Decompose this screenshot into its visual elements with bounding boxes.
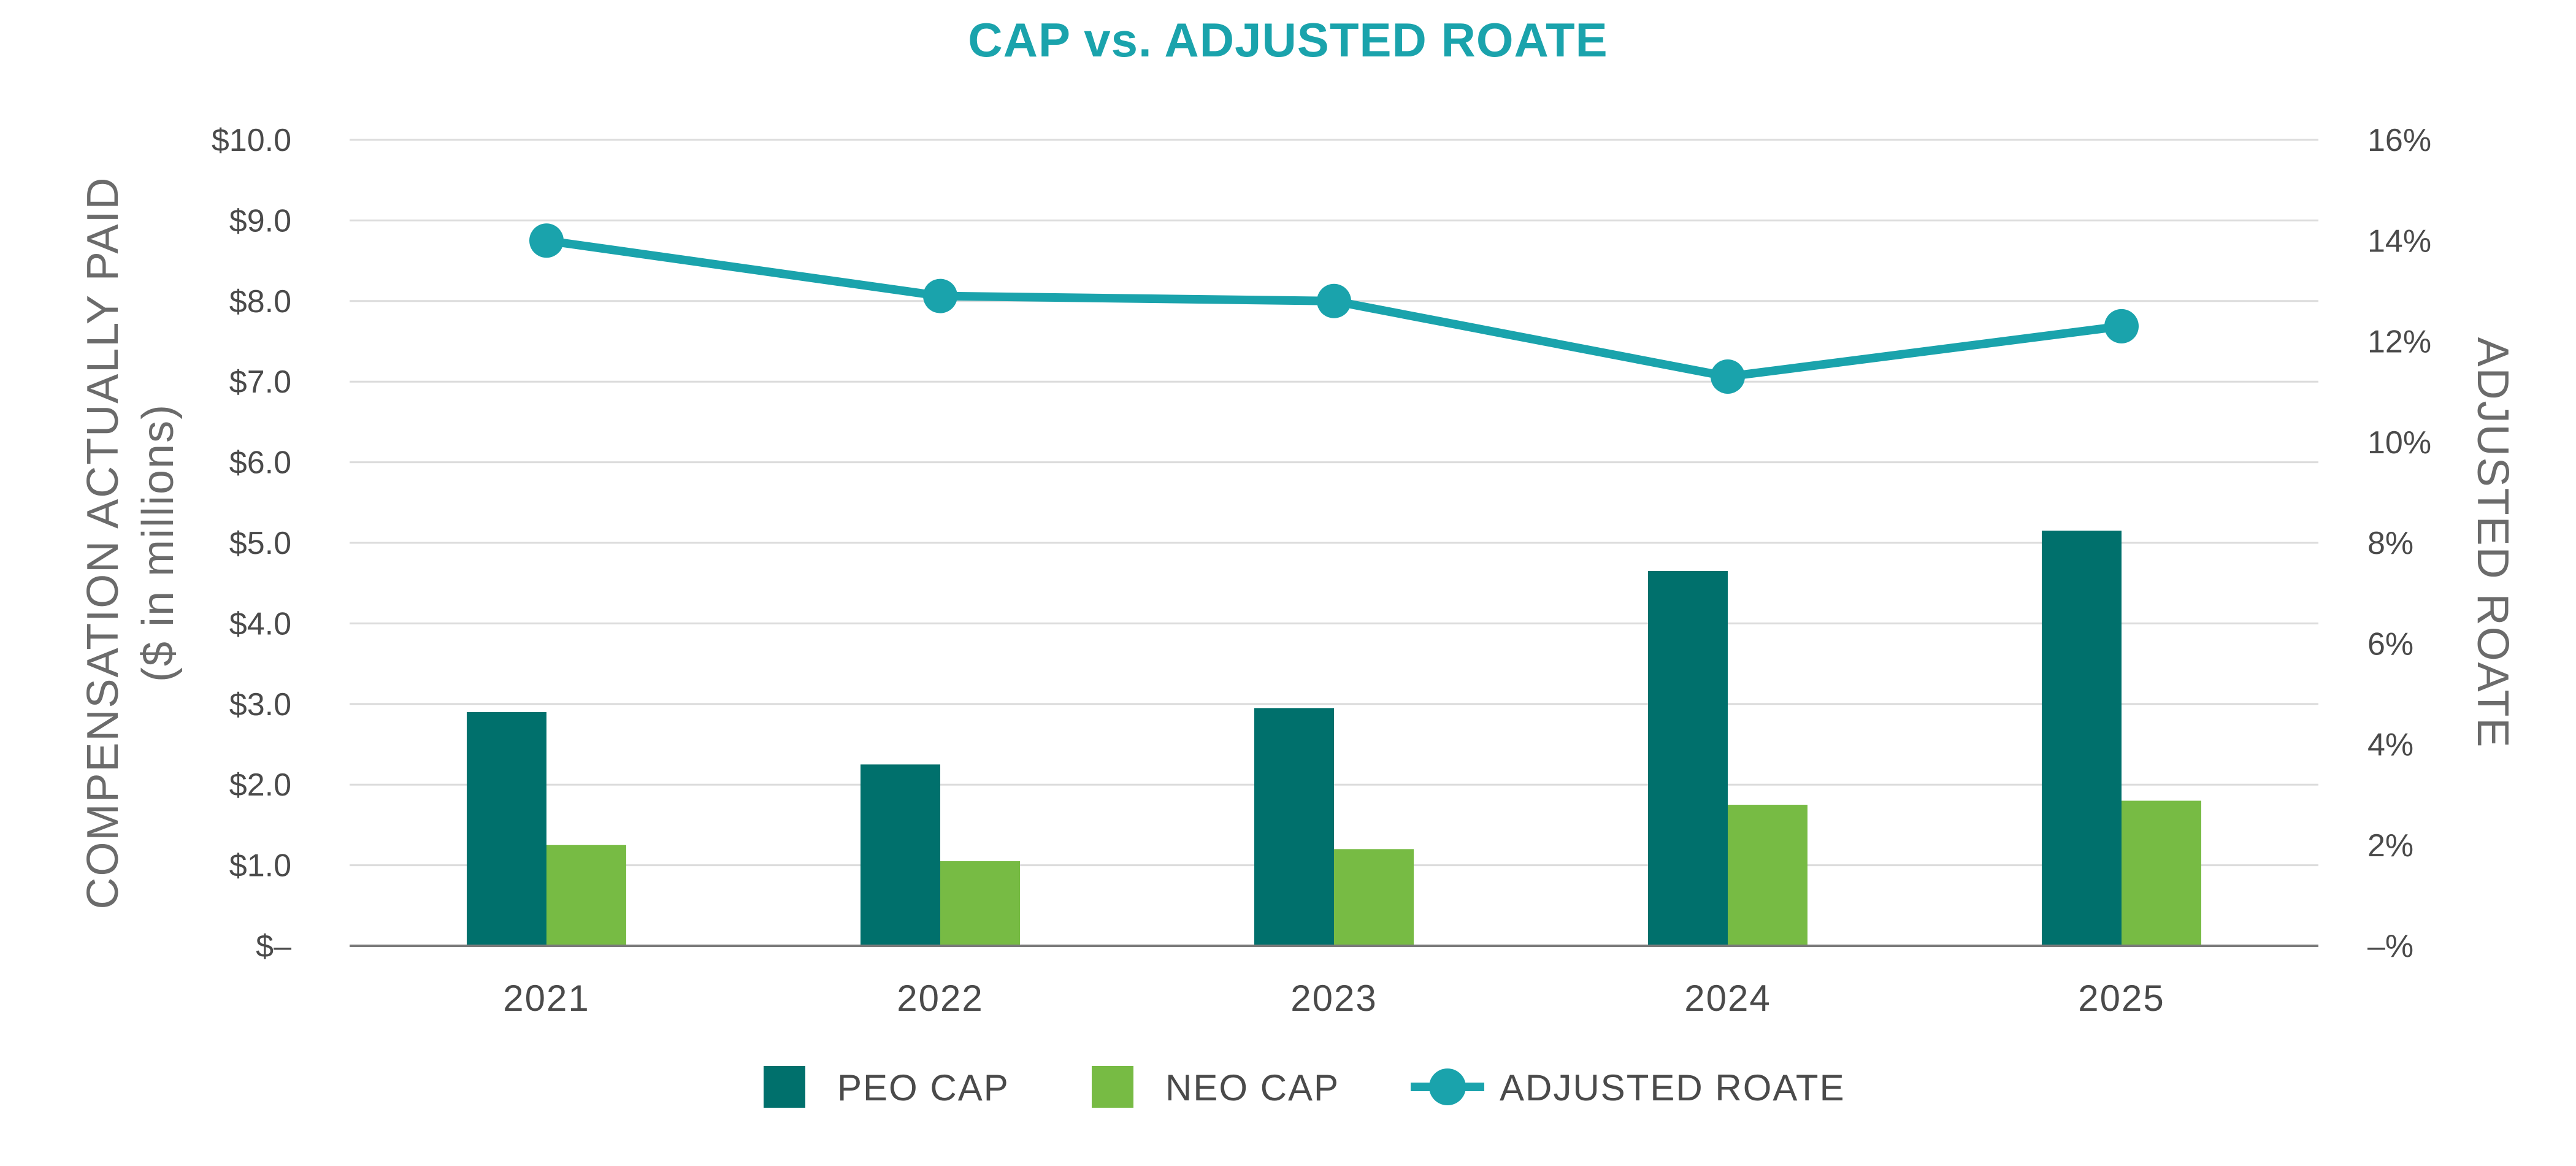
- y-left-tick-label: $9.0: [229, 203, 291, 239]
- legend-swatch: [764, 1066, 805, 1108]
- y-left-tick-label: $6.0: [229, 445, 291, 481]
- chart-title: CAP vs. ADJUSTED ROATE: [968, 13, 1608, 67]
- legend-label: NEO CAP: [1165, 1067, 1340, 1108]
- y-right-tick-label: 2%: [2367, 828, 2413, 864]
- y-left-tick-label: $3.0: [229, 687, 291, 723]
- legend-label: ADJUSTED ROATE: [1500, 1067, 1846, 1108]
- y-right-tick-label: 14%: [2367, 223, 2431, 259]
- y-left-tick-label: $8.0: [229, 284, 291, 320]
- bar-neo-cap: [1728, 805, 1807, 946]
- y-right-tick-label: 10%: [2367, 425, 2431, 461]
- y-right-tick-label: 12%: [2367, 324, 2431, 360]
- bar-neo-cap: [2122, 800, 2201, 946]
- y-right-tick-label: –%: [2367, 929, 2413, 964]
- bar-neo-cap: [546, 845, 626, 946]
- x-tick-label: 2023: [1290, 978, 1377, 1019]
- y-left-tick-label: $4.0: [229, 606, 291, 642]
- legend-label: PEO CAP: [837, 1067, 1010, 1108]
- line-point: [923, 278, 957, 313]
- line-point: [1711, 359, 1745, 394]
- legend-marker: [1429, 1068, 1466, 1105]
- y-left-tick-label: $–: [256, 929, 291, 964]
- x-tick-label: 2021: [503, 978, 589, 1019]
- y-left-tick-label: $2.0: [229, 767, 291, 803]
- bar-neo-cap: [940, 861, 1020, 946]
- bar-peo-cap: [1254, 708, 1334, 946]
- y-right-tick-label: 6%: [2367, 626, 2413, 662]
- y-left-tick-label: $7.0: [229, 364, 291, 400]
- line-point: [2104, 309, 2139, 343]
- bar-peo-cap: [1648, 570, 1728, 946]
- bar-peo-cap: [2042, 531, 2122, 946]
- x-tick-label: 2025: [2078, 978, 2164, 1019]
- y-left-axis-subtitle: ($ in millions): [134, 404, 183, 682]
- line-point: [1317, 283, 1351, 318]
- y-right-tick-label: 4%: [2367, 727, 2413, 763]
- bar-peo-cap: [861, 764, 940, 946]
- bar-neo-cap: [1334, 849, 1414, 946]
- y-left-axis-title: COMPENSATION ACTUALLY PAID: [79, 177, 128, 910]
- legend-swatch: [1092, 1066, 1133, 1108]
- y-right-tick-label: 8%: [2367, 526, 2413, 561]
- y-left-tick-label: $5.0: [229, 526, 291, 561]
- x-tick-label: 2024: [1684, 978, 1771, 1019]
- line-point: [529, 223, 564, 258]
- bar-peo-cap: [467, 711, 546, 946]
- y-right-axis-title: ADJUSTED ROATE: [2468, 337, 2517, 749]
- y-left-tick-label: $1.0: [229, 848, 291, 884]
- x-tick-label: 2022: [897, 978, 983, 1019]
- y-right-tick-label: 16%: [2367, 123, 2431, 158]
- y-left-tick-label: $10.0: [212, 123, 291, 158]
